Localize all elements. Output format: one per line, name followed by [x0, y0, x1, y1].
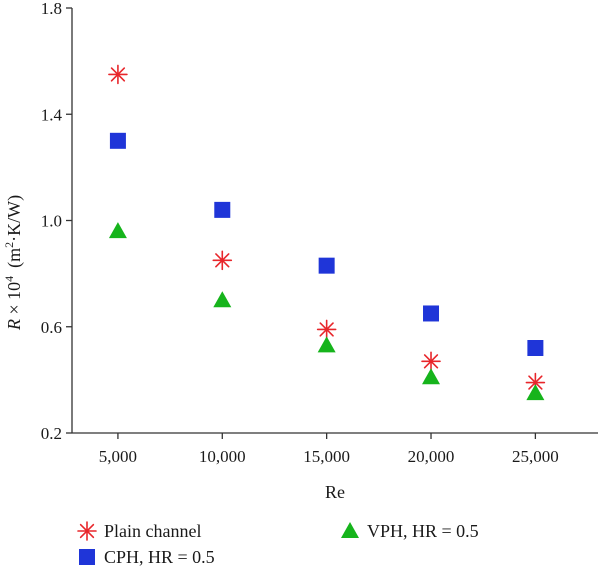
legend-marker-plain-channel — [77, 521, 97, 541]
data-point-asterisk — [108, 64, 128, 85]
data-point-square — [423, 305, 440, 322]
data-point-triangle — [108, 222, 127, 239]
data-point-asterisk — [316, 319, 337, 340]
x-tick-label: 20,000 — [408, 447, 455, 466]
legend-asterisk-icon — [77, 521, 97, 541]
x-tick-label: 25,000 — [512, 447, 559, 466]
legend-label-plain-channel: Plain channel — [104, 521, 201, 541]
data-point-asterisk — [421, 351, 441, 372]
x-tick-label: 5,000 — [99, 447, 137, 466]
y-tick-label: 1.8 — [41, 0, 62, 18]
axes — [71, 8, 598, 434]
legend-square-icon — [79, 549, 95, 565]
legend: Plain channel CPH, HR = 0.5 VPH, HR = 0.… — [77, 521, 479, 567]
data-point-square — [109, 132, 126, 149]
y-tick-label: 1.0 — [41, 212, 62, 231]
data-points — [108, 64, 546, 401]
data-point-square — [527, 340, 544, 356]
data-point-triangle — [213, 291, 232, 308]
x-tick-label: 15,000 — [303, 447, 350, 466]
data-point-triangle — [526, 384, 545, 401]
legend-label-cph: CPH, HR = 0.5 — [104, 547, 215, 567]
y-tick-label: 0.6 — [41, 318, 62, 337]
data-point-asterisk — [212, 250, 233, 271]
y-ticks: 0.2 0.6 1.0 1.4 1.8 — [41, 0, 72, 443]
legend-marker-vph — [341, 522, 359, 538]
legend-marker-cph — [79, 549, 95, 565]
data-point-triangle — [422, 368, 441, 385]
data-point-square — [214, 201, 231, 218]
x-tick-label: 10,000 — [199, 447, 246, 466]
legend-triangle-icon — [341, 522, 359, 538]
legend-label-vph: VPH, HR = 0.5 — [367, 521, 479, 541]
x-axis-title: Re — [325, 482, 345, 502]
data-point-square — [318, 257, 335, 274]
y-axis-title: R × 104(m2·K/W) — [2, 195, 25, 331]
x-ticks: 5,000 10,000 15,000 20,000 25,000 — [99, 433, 559, 466]
y-tick-label: 0.2 — [41, 424, 62, 443]
y-tick-label: 1.4 — [41, 105, 63, 124]
data-point-triangle — [317, 336, 336, 353]
